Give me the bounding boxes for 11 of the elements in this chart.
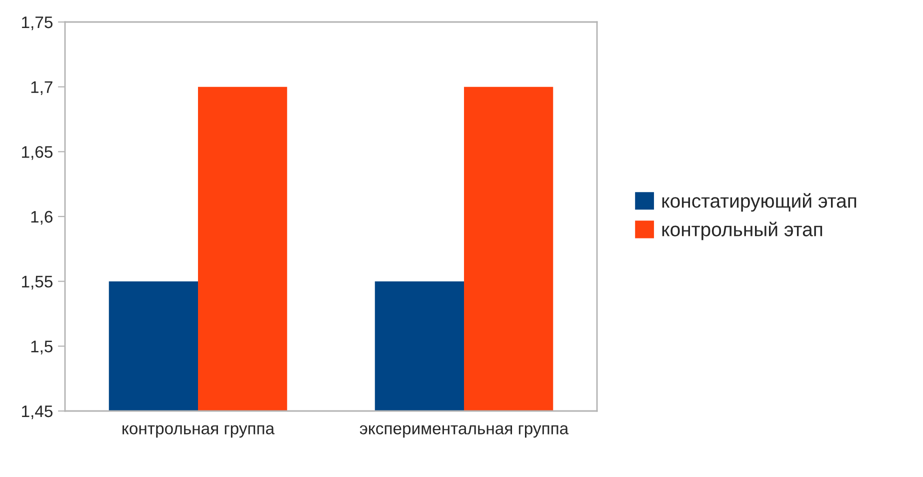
y-tick-label: 1,55 [22,276,52,290]
y-tick-label: 1,6 [31,210,52,225]
y-tick-label: 1,7 [31,81,52,96]
x-tick-label: экспериментальная группа [360,425,569,438]
x-tick-label: контрольная группа [122,425,275,438]
legend-label: контрольный этап [662,222,822,240]
y-tick-label: 1,5 [31,340,52,354]
y-tick-label: 1,65 [22,146,52,160]
y-tick-label: 1,75 [22,16,52,30]
y-tick-label: 1,45 [22,406,52,420]
legend-label: констатирующий этап [662,193,856,212]
